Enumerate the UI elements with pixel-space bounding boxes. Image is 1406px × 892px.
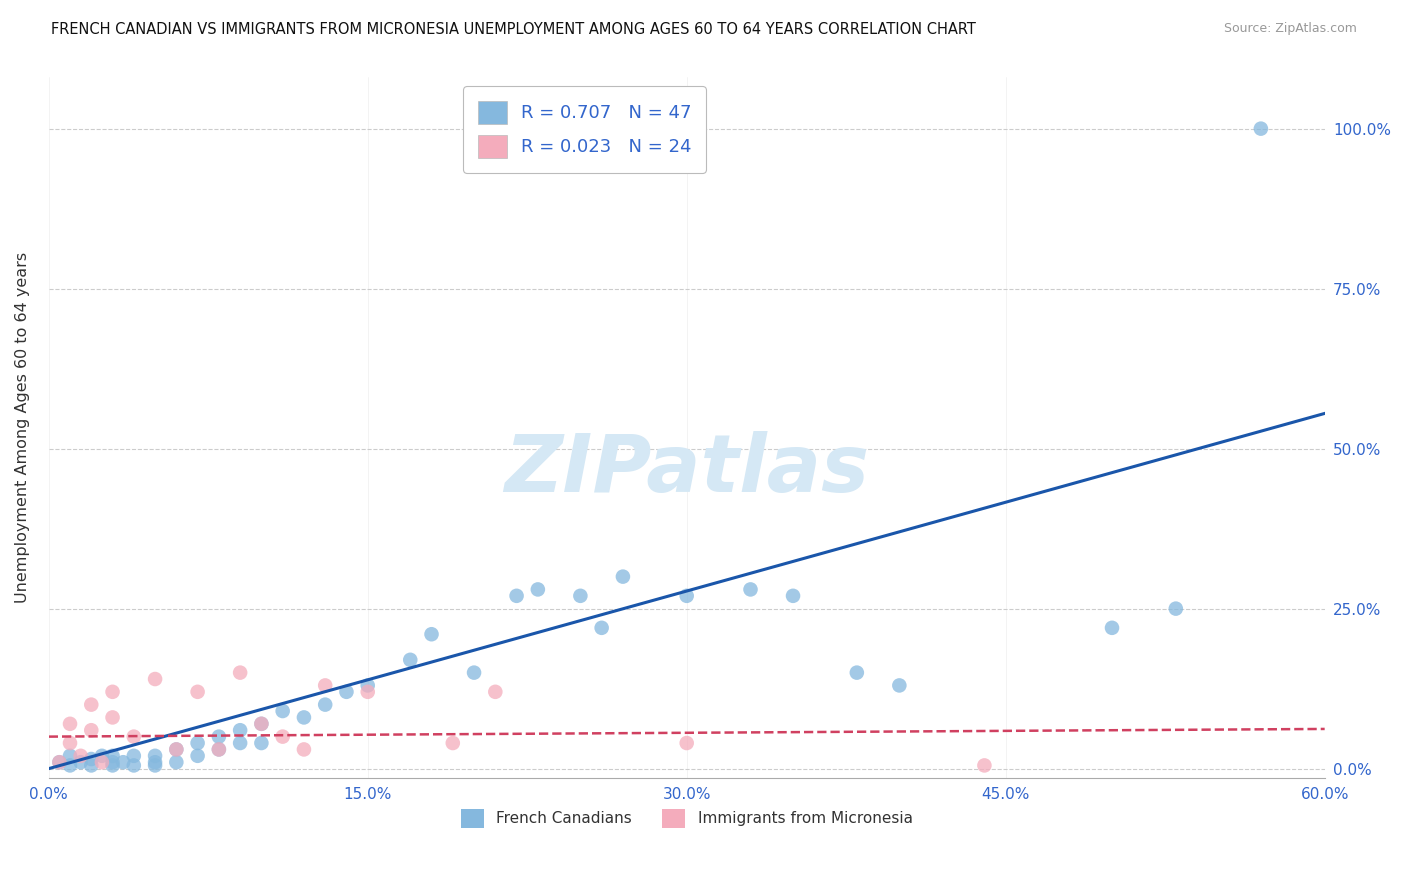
Point	[59, 758, 82, 772]
Point	[187, 736, 209, 750]
Point	[165, 742, 187, 756]
Point	[208, 742, 231, 756]
Point	[292, 742, 315, 756]
Point	[112, 756, 135, 770]
Point	[80, 698, 103, 712]
Point	[48, 756, 70, 770]
Point	[250, 736, 273, 750]
Point	[441, 736, 464, 750]
Point	[80, 723, 103, 738]
Point	[187, 748, 209, 763]
Point	[357, 685, 380, 699]
Point	[122, 748, 145, 763]
Point	[505, 589, 527, 603]
Point	[527, 582, 550, 597]
Point	[101, 685, 124, 699]
Point	[229, 736, 252, 750]
Point	[101, 710, 124, 724]
Point	[675, 589, 697, 603]
Point	[845, 665, 868, 680]
Point	[101, 756, 124, 770]
Y-axis label: Unemployment Among Ages 60 to 64 years: Unemployment Among Ages 60 to 64 years	[15, 252, 30, 603]
Point	[399, 653, 422, 667]
Point	[314, 678, 336, 692]
Point	[250, 716, 273, 731]
Point	[271, 704, 294, 718]
Point	[591, 621, 613, 635]
Point	[1101, 621, 1123, 635]
Point	[292, 710, 315, 724]
Point	[101, 758, 124, 772]
Point	[80, 758, 103, 772]
Text: FRENCH CANADIAN VS IMMIGRANTS FROM MICRONESIA UNEMPLOYMENT AMONG AGES 60 TO 64 Y: FRENCH CANADIAN VS IMMIGRANTS FROM MICRO…	[51, 22, 976, 37]
Point	[208, 730, 231, 744]
Point	[143, 748, 166, 763]
Point	[143, 758, 166, 772]
Point	[740, 582, 762, 597]
Point	[357, 678, 380, 692]
Point	[208, 742, 231, 756]
Point	[101, 748, 124, 763]
Text: ZIPatlas: ZIPatlas	[505, 431, 869, 508]
Point	[143, 756, 166, 770]
Point	[122, 758, 145, 772]
Text: Source: ZipAtlas.com: Source: ZipAtlas.com	[1223, 22, 1357, 36]
Point	[229, 665, 252, 680]
Point	[165, 756, 187, 770]
Point	[314, 698, 336, 712]
Point	[335, 685, 357, 699]
Point	[143, 672, 166, 686]
Point	[69, 748, 91, 763]
Point	[229, 723, 252, 738]
Point	[69, 756, 91, 770]
Point	[80, 752, 103, 766]
Point	[122, 730, 145, 744]
Point	[889, 678, 911, 692]
Point	[484, 685, 506, 699]
Point	[612, 569, 634, 583]
Point	[165, 742, 187, 756]
Point	[420, 627, 443, 641]
Point	[973, 758, 995, 772]
Point	[569, 589, 592, 603]
Point	[90, 748, 112, 763]
Point	[782, 589, 804, 603]
Point	[48, 756, 70, 770]
Point	[1250, 121, 1272, 136]
Point	[59, 748, 82, 763]
Point	[675, 736, 697, 750]
Point	[1164, 601, 1187, 615]
Point	[463, 665, 485, 680]
Legend: French Canadians, Immigrants from Micronesia: French Canadians, Immigrants from Micron…	[454, 803, 918, 834]
Point	[90, 756, 112, 770]
Point	[250, 716, 273, 731]
Point	[271, 730, 294, 744]
Point	[59, 736, 82, 750]
Point	[187, 685, 209, 699]
Point	[59, 716, 82, 731]
